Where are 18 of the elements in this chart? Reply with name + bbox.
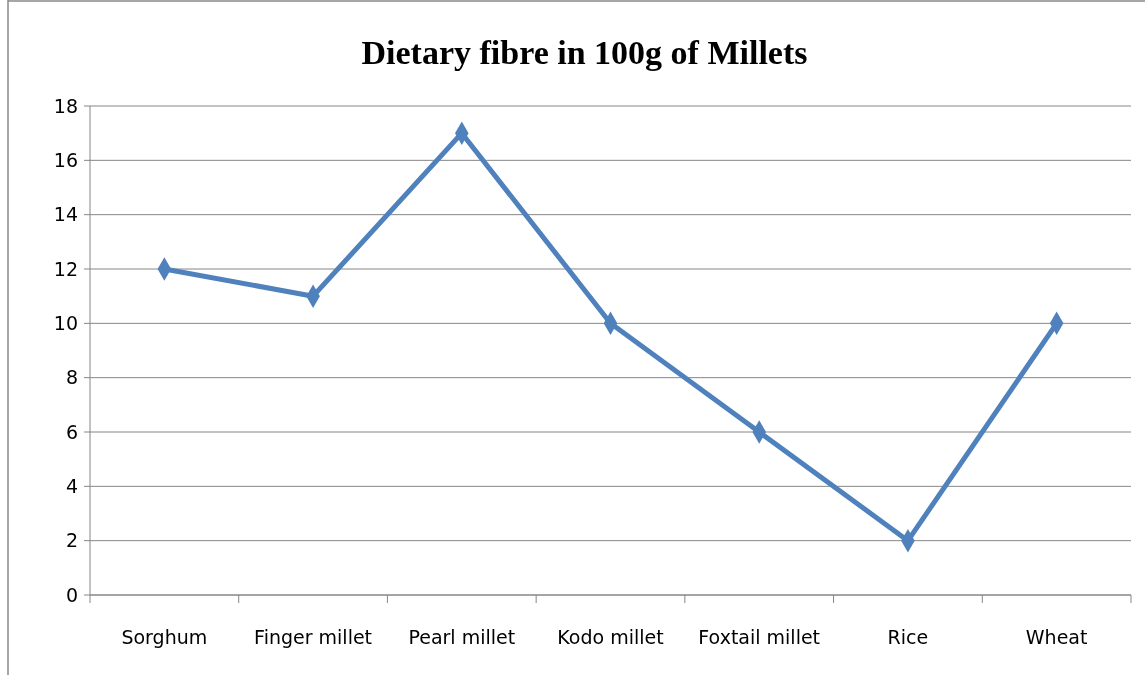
y-tick-label: 8 (65, 366, 78, 389)
x-tick-label: Sorghum (121, 626, 208, 648)
y-tick-label: 4 (65, 474, 78, 497)
x-tick-label: Wheat (1025, 626, 1088, 648)
y-tick-label: 14 (53, 203, 78, 226)
y-tick-label: 12 (53, 257, 78, 280)
x-tick-label: Pearl millet (408, 626, 516, 648)
y-tick-label: 10 (53, 311, 78, 334)
y-tick-label: 16 (53, 148, 78, 171)
y-tick-label: 2 (65, 529, 78, 552)
x-tick-label: Foxtail millet (698, 626, 821, 648)
x-tick-label: Kodo millet (557, 626, 664, 648)
y-tick-label: 6 (65, 420, 78, 443)
x-tick-label: Finger millet (254, 626, 373, 648)
x-tick-label: Rice (887, 626, 929, 648)
chart-title: Dietary fibre in 100g of Millets (361, 34, 808, 71)
y-tick-label: 18 (53, 94, 78, 117)
y-tick-label: 0 (65, 583, 78, 606)
